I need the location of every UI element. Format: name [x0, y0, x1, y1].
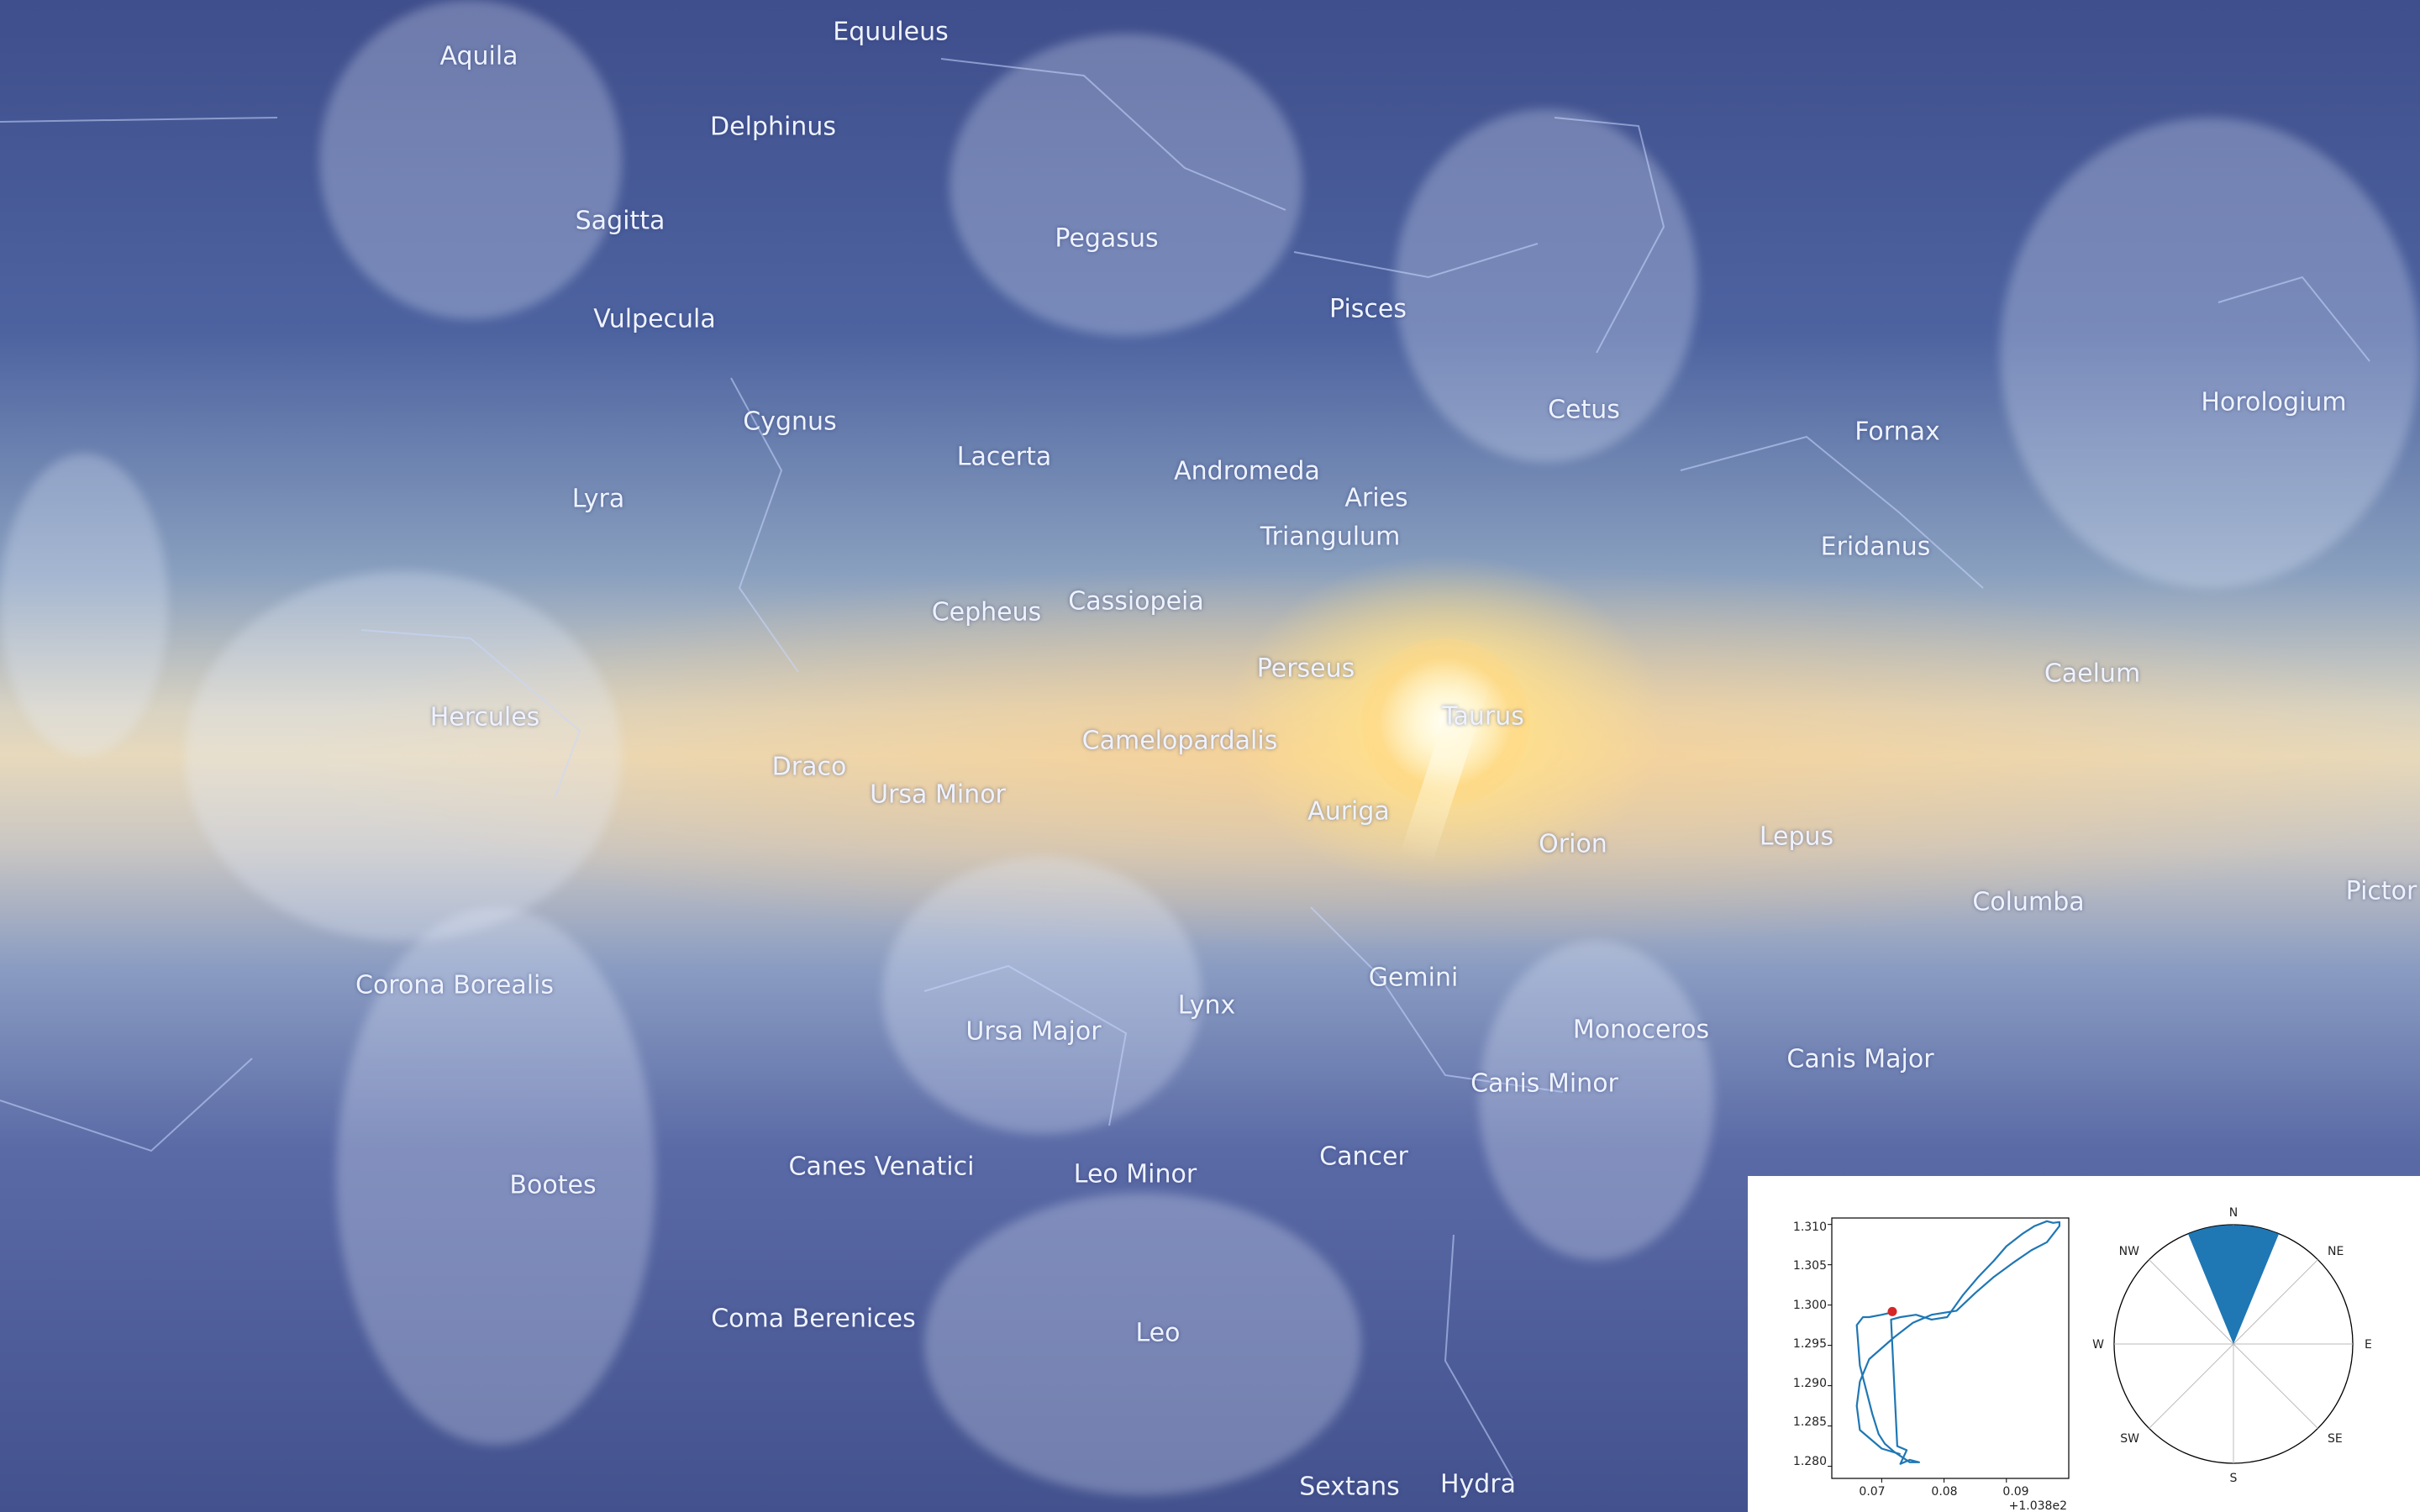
label-cygnus[interactable]: Cygnus — [743, 407, 837, 437]
compass-label-e: E — [2365, 1338, 2372, 1352]
ytick-label: 1.280 — [1793, 1455, 1827, 1468]
label-canes-venatici[interactable]: Canes Venatici — [788, 1152, 975, 1182]
compass-label-n: N — [2229, 1206, 2238, 1220]
compass-label-w: W — [2092, 1338, 2104, 1352]
ytick-label: 1.300 — [1793, 1299, 1827, 1312]
label-columba[interactable]: Columba — [1972, 887, 2085, 917]
label-leo-minor[interactable]: Leo Minor — [1073, 1159, 1197, 1189]
label-eridanus[interactable]: Eridanus — [1820, 532, 1931, 562]
ytick-label: 1.295 — [1793, 1337, 1827, 1351]
compass-label-se: SE — [2328, 1432, 2343, 1446]
ytick-label: 1.285 — [1793, 1415, 1827, 1429]
label-aries[interactable]: Aries — [1344, 483, 1408, 513]
label-cancer[interactable]: Cancer — [1319, 1142, 1408, 1172]
compass-label-sw: SW — [2120, 1432, 2139, 1446]
label-sagitta[interactable]: Sagitta — [575, 206, 666, 236]
label-ursa-major[interactable]: Ursa Major — [965, 1016, 1102, 1047]
label-coma-berenices[interactable]: Coma Berenices — [711, 1304, 916, 1334]
ytick-label: 1.310 — [1793, 1221, 1827, 1234]
inset-svg: 1.310 1.305 1.300 1.295 1.290 1.285 1.28… — [1793, 1206, 2372, 1512]
label-pegasus[interactable]: Pegasus — [1055, 223, 1159, 254]
constellation-art — [1395, 109, 1697, 462]
compass: N NE E SE S SW W NW — [2092, 1206, 2372, 1485]
constellation-art — [882, 857, 1202, 1134]
heading-sector — [2188, 1225, 2279, 1344]
label-lacerta[interactable]: Lacerta — [956, 442, 1052, 472]
track-plot-frame — [1831, 1217, 2070, 1479]
label-camelopardalis[interactable]: Camelopardalis — [1081, 726, 1278, 756]
label-pictor[interactable]: Pictor — [2345, 876, 2417, 906]
xtick-label: 0.08 — [1931, 1485, 1957, 1499]
label-cassiopeia[interactable]: Cassiopeia — [1068, 586, 1204, 617]
compass-label-nw: NW — [2119, 1245, 2139, 1258]
label-canis-minor[interactable]: Canis Minor — [1470, 1068, 1618, 1099]
label-andromeda[interactable]: Andromeda — [1174, 456, 1320, 486]
current-position-marker — [1887, 1306, 1897, 1316]
label-monoceros[interactable]: Monoceros — [1572, 1015, 1710, 1045]
label-auriga[interactable]: Auriga — [1307, 796, 1390, 827]
compass-label-s: S — [2230, 1472, 2238, 1485]
constellation-art — [924, 1193, 1361, 1495]
constellation-art — [1479, 941, 1714, 1260]
label-caelum[interactable]: Caelum — [2044, 659, 2141, 689]
label-fornax[interactable]: Fornax — [1854, 417, 1940, 447]
label-gemini[interactable]: Gemini — [1368, 963, 1459, 993]
label-aquila[interactable]: Aquila — [439, 41, 518, 71]
xtick-label: 0.07 — [1859, 1485, 1885, 1499]
constellation-art — [336, 907, 655, 1445]
constellation-art — [0, 454, 168, 756]
label-perseus[interactable]: Perseus — [1256, 654, 1355, 684]
constellation-art — [2000, 118, 2420, 588]
gps-track-line — [1855, 1220, 2060, 1465]
label-hydra[interactable]: Hydra — [1439, 1469, 1517, 1499]
label-lynx[interactable]: Lynx — [1177, 990, 1236, 1021]
x-offset-label: +1.038e2 — [2009, 1499, 2067, 1512]
label-cepheus[interactable]: Cepheus — [931, 597, 1042, 627]
label-bootes[interactable]: Bootes — [509, 1170, 597, 1200]
xtick-label: 0.09 — [2002, 1485, 2028, 1499]
label-leo[interactable]: Leo — [1135, 1318, 1181, 1348]
inset-panel: 1.310 1.305 1.300 1.295 1.290 1.285 1.28… — [1748, 1176, 2420, 1512]
compass-label-ne: NE — [2328, 1245, 2344, 1258]
label-lyra[interactable]: Lyra — [571, 484, 625, 514]
label-pisces[interactable]: Pisces — [1329, 294, 1407, 324]
constellation-art — [950, 34, 1302, 336]
label-horologium[interactable]: Horologium — [2201, 387, 2347, 417]
label-draco[interactable]: Draco — [771, 752, 847, 782]
label-vulpecula[interactable]: Vulpecula — [593, 304, 716, 334]
label-taurus[interactable]: Taurus — [1442, 701, 1524, 732]
label-hercules[interactable]: Hercules — [429, 702, 540, 732]
label-corona-borealis[interactable]: Corona Borealis — [355, 970, 555, 1000]
ytick-label: 1.290 — [1793, 1377, 1827, 1390]
ytick-label: 1.305 — [1793, 1259, 1827, 1273]
label-sextans[interactable]: Sextans — [1299, 1472, 1400, 1502]
label-cetus[interactable]: Cetus — [1548, 395, 1620, 425]
label-delphinus[interactable]: Delphinus — [710, 112, 836, 142]
label-lepus[interactable]: Lepus — [1759, 822, 1834, 852]
label-canis-major[interactable]: Canis Major — [1786, 1044, 1934, 1074]
constellation-art — [319, 0, 622, 319]
label-triangulum[interactable]: Triangulum — [1260, 522, 1401, 552]
label-equuleus[interactable]: Equuleus — [833, 17, 949, 47]
label-orion[interactable]: Orion — [1539, 829, 1607, 859]
label-ursa-minor[interactable]: Ursa Minor — [870, 780, 1006, 810]
